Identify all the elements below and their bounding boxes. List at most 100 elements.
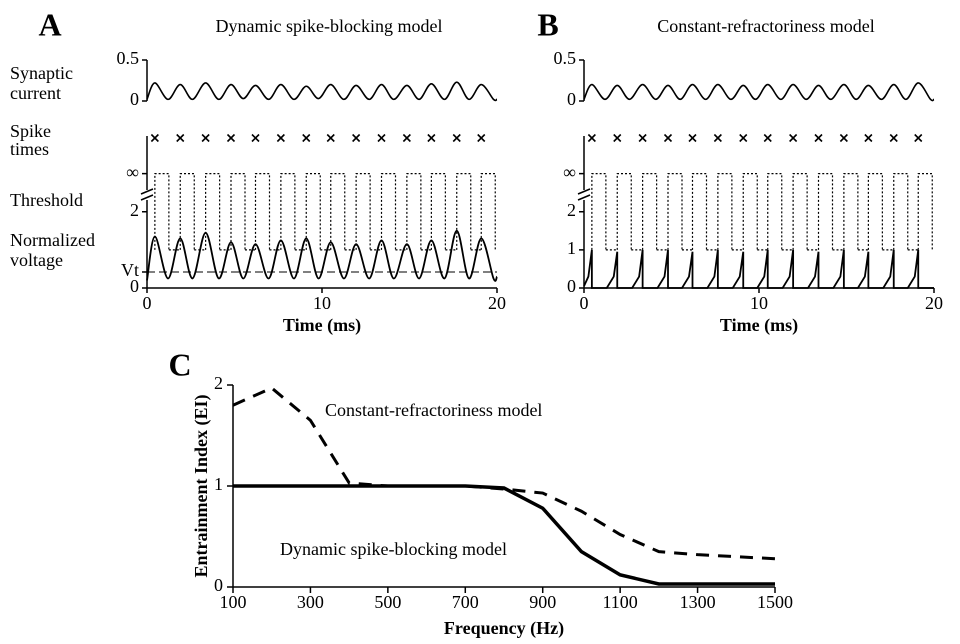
current-trace: [583, 82, 935, 102]
threshold-block: [742, 173, 758, 250]
x-tick-label: 300: [297, 592, 324, 612]
threshold-block: [717, 173, 733, 250]
spike-marker: [201, 133, 210, 143]
current-trace: [146, 81, 498, 102]
x-tick-label: 100: [220, 592, 247, 612]
x-axis-label: Time (ms): [720, 315, 798, 336]
spike-stroke: [587, 133, 596, 143]
x-tick-label: 0: [143, 293, 152, 313]
series-line: [232, 386, 776, 561]
y-axis-label: Entrainment Index (EI): [191, 394, 212, 577]
row-label: Synaptic: [10, 63, 73, 83]
series-label: Dynamic spike-blocking model: [280, 539, 507, 559]
spike-marker: [226, 133, 236, 143]
spike-marker: [688, 133, 697, 143]
spike-marker: [427, 133, 436, 143]
spike-stroke: [839, 133, 848, 143]
spike-marker: [251, 133, 260, 143]
panel-letter: C: [168, 346, 191, 382]
y-tick-label: ∞: [126, 162, 139, 182]
threshold-block: [917, 173, 933, 250]
x-tick-label: 900: [529, 592, 556, 612]
spike-marker: [789, 133, 798, 143]
spike-marker: [814, 133, 823, 143]
spike-marker: [613, 133, 622, 143]
panel-title: Dynamic spike-blocking model: [216, 16, 443, 36]
threshold-block: [843, 173, 859, 250]
threshold-block: [456, 173, 472, 250]
spike-marker: [477, 133, 486, 143]
spike-marker: [326, 133, 335, 143]
threshold-block: [642, 173, 658, 250]
spike-stroke: [638, 133, 647, 143]
spike-marker: [587, 133, 596, 143]
spike-stroke: [377, 133, 386, 143]
spike-stroke: [889, 133, 898, 143]
threshold-block: [406, 173, 422, 250]
spike-marker: [713, 133, 722, 143]
threshold-block: [767, 173, 783, 250]
x-tick-label: 500: [374, 592, 401, 612]
axis-break: [140, 188, 154, 201]
panel-title: Constant-refractoriness model: [657, 16, 874, 36]
spike-marker: [452, 133, 461, 143]
spike-stroke: [226, 133, 236, 143]
y-tick-label: 0.5: [117, 48, 140, 68]
x-tick-label: 20: [488, 293, 506, 313]
spike-stroke: [613, 133, 622, 143]
spike-stroke: [864, 133, 873, 143]
x-tick-label: 1100: [602, 592, 637, 612]
y-tick-label: 0: [567, 89, 576, 109]
threshold-block: [691, 173, 708, 250]
row-label: times: [10, 139, 49, 159]
y-tick-label: 0: [130, 276, 139, 296]
spike-stroke: [814, 133, 823, 143]
spike-marker: [889, 133, 898, 143]
threshold-block: [355, 173, 371, 250]
spike-stroke: [251, 133, 260, 143]
spike-stroke: [789, 133, 798, 143]
series-label: Constant-refractoriness model: [325, 400, 542, 420]
spike-stroke: [763, 133, 772, 143]
spike-stroke: [176, 133, 185, 143]
spike-marker: [839, 133, 848, 143]
series-line: [233, 484, 775, 586]
spike-marker: [176, 133, 185, 143]
y-tick-label: 0: [567, 276, 576, 296]
threshold-block: [867, 173, 883, 250]
row-label: current: [10, 83, 61, 103]
y-tick-label: ∞: [563, 162, 576, 182]
y-tick-label: 0: [214, 575, 223, 595]
threshold-block: [380, 173, 397, 250]
axis-break: [577, 188, 591, 201]
spike-marker: [864, 133, 873, 143]
row-label: Normalized: [10, 230, 95, 250]
spike-marker: [763, 133, 772, 143]
threshold-block: [154, 173, 170, 250]
threshold-block: [230, 173, 246, 250]
x-axis-label: Frequency (Hz): [444, 618, 564, 639]
spike-marker: [302, 133, 311, 143]
threshold-block: [254, 173, 271, 250]
spike-stroke: [477, 133, 486, 143]
x-tick-label: 700: [452, 592, 479, 612]
panel-letter: A: [38, 6, 61, 42]
threshold-block: [305, 173, 321, 250]
y-tick-label: 2: [130, 200, 139, 220]
threshold-block: [179, 173, 195, 250]
spike-stroke: [739, 133, 748, 143]
threshold-block: [667, 173, 683, 250]
x-tick-label: 1500: [757, 592, 793, 612]
threshold-block: [280, 173, 296, 250]
spike-stroke: [688, 133, 697, 143]
y-tick-label: 2: [214, 373, 223, 393]
x-tick-label: 20: [925, 293, 943, 313]
spike-stroke: [201, 133, 210, 143]
spike-stroke: [663, 133, 673, 143]
spike-marker: [150, 133, 159, 143]
threshold-block: [817, 173, 834, 250]
spike-stroke: [326, 133, 335, 143]
y-tick-label: 1: [567, 238, 576, 258]
x-tick-label: 1300: [680, 592, 716, 612]
